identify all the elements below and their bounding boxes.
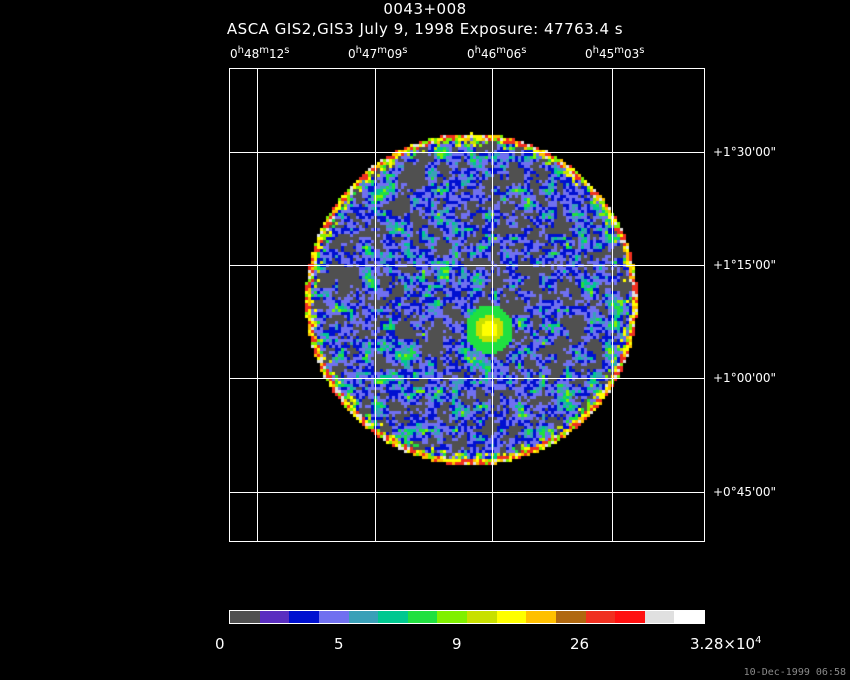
grid-line (612, 69, 613, 541)
ra-tick-label: 0h48m12s (230, 45, 290, 61)
dec-tick-label: +1°15'00" (713, 258, 777, 272)
colorbar (229, 610, 705, 624)
colorbar-swatch (615, 611, 645, 623)
colorbar-label: 0 (215, 635, 225, 653)
colorbar-label: 5 (334, 635, 344, 653)
colorbar-label-max: 3.28×104 (690, 635, 762, 653)
image-title: 0043+008 (383, 0, 467, 18)
colorbar-label: 9 (452, 635, 462, 653)
colorbar-swatch (289, 611, 319, 623)
sky-image-frame (229, 68, 705, 542)
colorbar-swatch (407, 611, 438, 623)
dec-tick-label: +0°45'00" (713, 485, 777, 499)
grid-line (375, 69, 376, 541)
ra-tick-label: 0h46m06s (467, 45, 527, 61)
colorbar-label: 26 (570, 635, 590, 653)
colorbar-swatch (644, 611, 675, 623)
dec-tick-label: +1°30'00" (713, 145, 777, 159)
colorbar-swatch (348, 611, 379, 623)
colorbar-swatch (259, 611, 290, 623)
dec-tick-label: +1°00'00" (713, 371, 777, 385)
colorbar-swatch (674, 611, 704, 623)
colorbar-swatch (585, 611, 616, 623)
colorbar-swatch (318, 611, 349, 623)
colorbar-swatch (496, 611, 527, 623)
timestamp: 10-Dec-1999 06:58 (743, 667, 846, 678)
ra-tick-label: 0h47m09s (348, 45, 408, 61)
grid-line (230, 492, 704, 493)
colorbar-swatch (230, 611, 260, 623)
colorbar-swatch (526, 611, 556, 623)
grid-line (257, 69, 258, 541)
xray-sky-image (230, 69, 704, 541)
grid-line (492, 69, 493, 541)
colorbar-swatch (378, 611, 408, 623)
ra-tick-label: 0h45m03s (585, 45, 645, 61)
image-subtitle: ASCA GIS2,GIS3 July 9, 1998 Exposure: 47… (226, 20, 624, 38)
grid-line (230, 265, 704, 266)
colorbar-swatch (555, 611, 586, 623)
colorbar-swatch (467, 611, 497, 623)
grid-line (230, 152, 704, 153)
grid-line (230, 378, 704, 379)
colorbar-swatch (437, 611, 467, 623)
